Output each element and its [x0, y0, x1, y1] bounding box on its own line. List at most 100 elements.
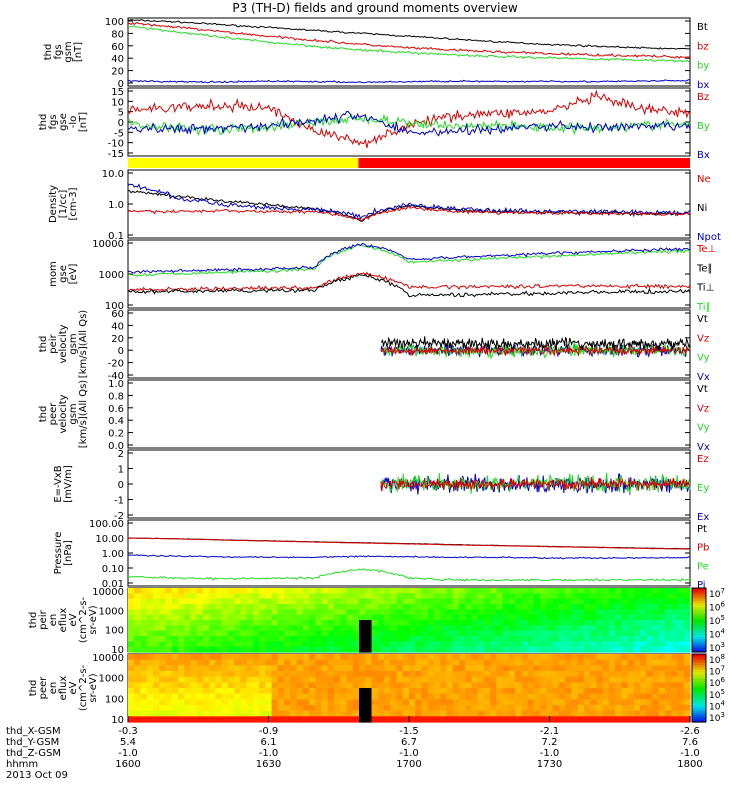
- heatmap-cell: [546, 659, 554, 666]
- heatmap-cell: [359, 654, 366, 661]
- heatmap-cell: [658, 604, 666, 610]
- heatmap-cell: [433, 688, 441, 695]
- heatmap-cell: [302, 609, 310, 616]
- heatmap-cell: [596, 705, 604, 712]
- heatmap-cell: [396, 688, 404, 695]
- heatmap-cell: [234, 654, 241, 661]
- heatmap-cell: [565, 593, 572, 600]
- heatmap-cell: [290, 641, 298, 648]
- heatmap-cell: [440, 705, 448, 712]
- heatmap-cell: [521, 630, 529, 637]
- x-row-label: hhmm: [6, 759, 38, 770]
- heatmap-cell: [396, 598, 404, 605]
- heatmap-cell: [384, 646, 391, 653]
- heatmap-cell: [390, 665, 398, 672]
- heatmap-cell: [384, 705, 391, 712]
- heatmap-cell: [427, 699, 435, 706]
- heatmap-cell: [446, 604, 454, 610]
- heatmap-cell: [159, 671, 167, 678]
- heatmap-cell: [546, 620, 554, 626]
- heatmap-cell: [652, 614, 660, 621]
- heatmap-cell: [290, 593, 298, 600]
- heatmap-cell: [359, 646, 366, 653]
- y-axis-label-line: en: [48, 614, 59, 627]
- heatmap-cell: [540, 598, 547, 605]
- heatmap-cell: [458, 693, 466, 700]
- heatmap-cell: [315, 609, 323, 616]
- heatmap-cell: [515, 665, 522, 672]
- heatmap-cell: [602, 693, 610, 700]
- heatmap-cell: [671, 676, 679, 683]
- heatmap-cell: [477, 710, 485, 717]
- heatmap-cell: [415, 676, 423, 683]
- heatmap-cell: [390, 654, 398, 661]
- heatmap-cell: [440, 598, 448, 605]
- heatmap-cell: [296, 593, 304, 600]
- heatmap-cell: [309, 620, 316, 626]
- heatmap-cell: [246, 604, 254, 610]
- heatmap-cell: [340, 710, 348, 717]
- heatmap-cell: [558, 641, 566, 648]
- heatmap-cell: [533, 705, 541, 712]
- heatmap-cell: [596, 598, 604, 605]
- heatmap-cell: [296, 641, 304, 648]
- heatmap-cell: [508, 682, 516, 689]
- heatmap-cell: [202, 699, 210, 706]
- heatmap-cell: [533, 659, 541, 666]
- heatmap-cell: [446, 699, 454, 706]
- heatmap-cell: [146, 620, 154, 626]
- heatmap-cell: [627, 699, 635, 706]
- heatmap-cell: [421, 659, 429, 666]
- heatmap-cell: [246, 598, 254, 605]
- heatmap-cell: [284, 646, 291, 653]
- heatmap-cell: [159, 654, 167, 661]
- heatmap-cell: [502, 676, 510, 683]
- heatmap-cell: [365, 710, 373, 717]
- heatmap-cell: [196, 588, 204, 594]
- y-axis-label: thdpeervelocitygsm[km/s](All Qs): [38, 380, 89, 448]
- heatmap-cell: [340, 598, 348, 605]
- heatmap-cell: [271, 688, 279, 695]
- heatmap-cell: [590, 614, 597, 621]
- heatmap-cell: [440, 654, 448, 661]
- heatmap-cell: [259, 699, 266, 706]
- heatmap-cell: [640, 699, 647, 706]
- heatmap-cell: [390, 693, 398, 700]
- x-tick-label: 7.2: [542, 737, 558, 748]
- time-tick-label: 1600: [115, 759, 140, 770]
- heatmap-cell: [421, 604, 429, 610]
- heatmap-cell: [296, 671, 304, 678]
- heatmap-cell: [215, 654, 223, 661]
- heatmap-cell: [483, 671, 491, 678]
- heatmap-cell: [533, 593, 541, 600]
- heatmap-cell: [571, 609, 579, 616]
- heatmap-cell: [221, 659, 229, 666]
- heatmap-cell: [409, 699, 416, 706]
- heatmap-cell: [627, 705, 635, 712]
- heatmap-cell: [334, 676, 341, 683]
- heatmap-cell: [665, 688, 672, 695]
- heatmap-cell: [177, 716, 185, 723]
- heatmap-cell: [152, 588, 160, 594]
- heatmap-cell: [415, 682, 423, 689]
- heatmap-cell: [359, 710, 366, 717]
- heatmap-cell: [140, 705, 148, 712]
- heatmap-cell: [458, 682, 466, 689]
- heatmap-cell: [246, 671, 254, 678]
- heatmap-cell: [359, 588, 366, 594]
- heatmap-cell: [246, 693, 254, 700]
- heatmap-cell: [540, 665, 547, 672]
- heatmap-cell: [396, 593, 404, 600]
- heatmap-cell: [633, 588, 641, 594]
- heatmap-cell: [652, 588, 660, 594]
- exponent: 4: [720, 628, 725, 636]
- heatmap-cell: [421, 693, 429, 700]
- heatmap-cell: [215, 705, 223, 712]
- heatmap-cell: [340, 659, 348, 666]
- colorbar-step: [692, 656, 706, 660]
- heatmap-cell: [558, 693, 566, 700]
- legend-label: Vx: [697, 442, 710, 453]
- y-tick-label: 0: [118, 79, 124, 90]
- heatmap-cell: [240, 676, 248, 683]
- heatmap-cell: [496, 699, 504, 706]
